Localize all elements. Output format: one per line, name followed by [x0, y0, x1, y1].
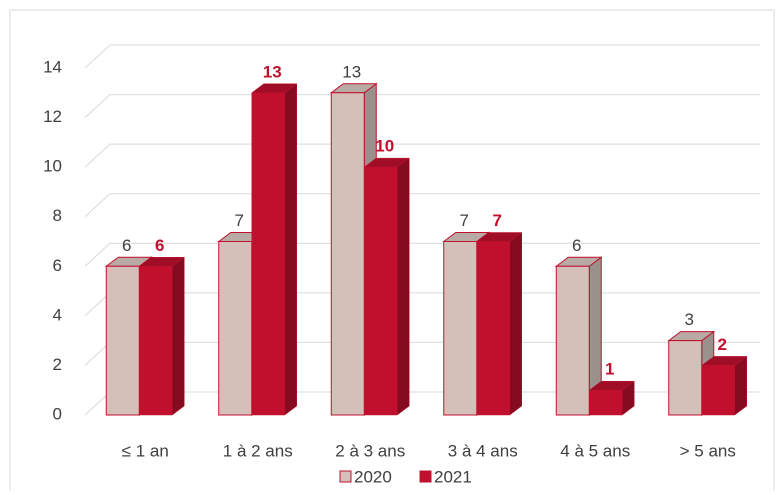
bar-face [734, 355, 747, 416]
x-tick-label: > 5 ans [680, 441, 736, 460]
bar-face [105, 265, 140, 416]
value-label: 6 [572, 236, 581, 255]
x-tick-label: ≤ 1 an [122, 441, 169, 460]
x-tick-label: 2 à 3 ans [335, 441, 405, 460]
y-tick-label: 6 [53, 256, 62, 275]
legend-swatch [339, 470, 352, 483]
bar [554, 256, 603, 416]
bar-face [555, 265, 590, 416]
bar-face [701, 365, 735, 416]
legend-label: 2021 [434, 467, 472, 486]
x-tick-label: 3 à 4 ans [448, 441, 518, 460]
y-tick-label: 14 [43, 57, 62, 76]
bar-face [509, 232, 522, 416]
value-label: 1 [605, 360, 614, 379]
x-tick-label: 1 à 2 ans [223, 441, 293, 460]
value-label: 7 [460, 211, 469, 230]
bar [138, 256, 185, 416]
bar [701, 355, 748, 416]
bar [363, 157, 410, 416]
grid-line [84, 242, 760, 267]
bar-face [364, 166, 398, 416]
y-tick-label: 4 [53, 305, 62, 324]
value-label: 7 [235, 211, 244, 230]
bar [588, 380, 635, 416]
value-label: 13 [342, 62, 361, 81]
bar-face [443, 241, 478, 416]
value-label: 13 [263, 62, 282, 81]
y-tick-label: 8 [53, 206, 62, 225]
bar-face [284, 83, 297, 416]
bar-face [251, 92, 285, 416]
grid-line [84, 94, 760, 118]
bar [476, 232, 523, 416]
y-tick-label: 0 [53, 404, 62, 423]
bar [251, 83, 298, 416]
bar-face [476, 241, 510, 416]
bar-face [172, 256, 185, 416]
value-label: 6 [155, 236, 164, 255]
y-tick-label: 2 [53, 355, 62, 374]
x-tick-label: 4 à 5 ans [560, 441, 630, 460]
value-label: 10 [375, 137, 394, 156]
bar-face [139, 266, 173, 416]
value-label: 6 [122, 236, 131, 255]
y-tick-label: 10 [43, 157, 62, 176]
legend-swatch [419, 470, 432, 483]
legend-label: 2020 [354, 467, 392, 486]
y-tick-label: 12 [43, 107, 62, 126]
bar-face [589, 389, 623, 416]
value-label: 3 [685, 310, 694, 329]
grid-line [84, 193, 760, 218]
value-label: 7 [493, 211, 502, 230]
grid-line [84, 44, 760, 69]
value-label: 2 [718, 335, 727, 354]
bar-face [397, 157, 410, 416]
bar-face [218, 241, 253, 416]
grid-line [84, 143, 760, 168]
bar-face [668, 340, 703, 416]
bar-face [330, 92, 365, 416]
